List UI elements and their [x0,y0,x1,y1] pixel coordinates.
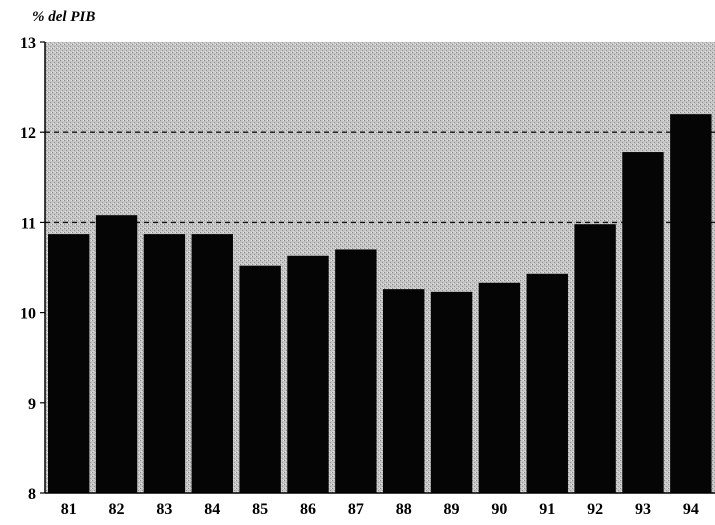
x-tick-label: 92 [587,501,603,518]
x-axis-ticks: 81 82 83 84 85 86 87 88 89 90 91 92 93 94 [61,501,699,518]
y-tick-label: 12 [20,125,36,142]
y-axis-ticks: 8 9 10 11 12 13 [20,35,45,503]
y-tick-label: 9 [28,396,36,413]
bar-94 [670,114,712,493]
x-tick-label: 86 [300,501,316,518]
x-tick-label: 89 [444,501,460,518]
bar-84 [191,234,233,493]
x-tick-label: 93 [635,501,651,518]
x-tick-label: 81 [61,501,77,518]
bar-85 [239,265,281,493]
y-tick-label: 11 [21,215,36,232]
bar-91 [526,273,568,493]
x-tick-label: 88 [396,501,412,518]
bar-87 [335,249,377,493]
bar-86 [287,255,329,493]
y-axis-label: % del PIB [32,9,95,25]
x-tick-label: 84 [204,501,220,518]
bars [48,114,712,494]
x-tick-label: 82 [109,501,125,518]
x-tick-label: 90 [491,501,507,518]
y-tick-label: 13 [20,35,36,52]
bar-81 [48,234,90,493]
x-tick-label: 85 [252,501,268,518]
reference-lines [45,131,715,224]
bar-83 [143,234,186,493]
bar-88 [383,289,425,493]
x-tick-label: 94 [683,501,699,518]
bar-93 [622,152,664,493]
x-tick-label: 87 [348,501,364,518]
x-tick-label: 83 [156,501,172,518]
bar-90 [478,282,521,493]
bar-82 [95,215,138,493]
x-tick-label: 91 [539,501,555,518]
bar-92 [574,224,616,494]
bar-89 [430,291,473,493]
y-tick-label: 10 [20,306,36,323]
y-tick-label: 8 [28,486,36,503]
